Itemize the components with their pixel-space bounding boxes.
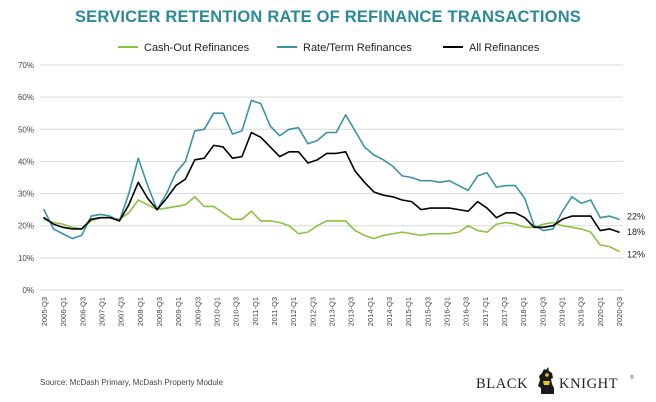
y-tick-label: 10%	[18, 254, 34, 263]
end-label-2: 18%	[627, 227, 645, 237]
series-line-0	[43, 195, 620, 253]
y-tick-label: 20%	[18, 222, 34, 231]
end-label-1: 22%	[627, 211, 645, 221]
x-tick-label: 2017-Q1	[481, 297, 490, 326]
x-tick-label: 2012-Q1	[289, 297, 298, 326]
x-axis-ticks: 2005-Q3 2006-Q1 2006-Q3 2007-Q1 2007-Q3 2008-…	[40, 297, 624, 326]
y-tick-label: 60%	[18, 93, 34, 102]
x-tick-label: 2020-Q3	[615, 297, 624, 326]
y-tick-label: 70%	[18, 61, 34, 70]
x-tick-label: 2007-Q1	[98, 297, 107, 326]
series-lines	[43, 99, 620, 253]
x-tick-label: 2012-Q3	[308, 297, 317, 326]
x-tick-label: 2018-Q3	[538, 297, 547, 326]
black-knight-logo: BLACK KNIGHT ®	[474, 367, 636, 396]
x-tick-label: 2017-Q3	[500, 297, 509, 326]
x-tick-label: 2008-Q1	[136, 297, 145, 326]
logo-word-black: BLACK	[476, 376, 529, 392]
x-tick-label: 2011-Q1	[251, 297, 260, 326]
x-tick-label: 2006-Q3	[78, 297, 87, 326]
end-label-0: 12%	[627, 249, 645, 259]
gridlines	[40, 64, 623, 291]
x-tick-label: 2008-Q3	[155, 297, 164, 326]
x-tick-label: 2019-Q3	[577, 297, 586, 326]
x-tick-label: 2013-Q3	[347, 297, 356, 326]
source-note: Source: McDash Primary, McDash Property …	[40, 378, 224, 387]
x-tick-label: 2009-Q3	[193, 297, 202, 326]
y-tick-label: 50%	[18, 125, 34, 134]
y-tick-label: 40%	[18, 157, 34, 166]
x-tick-label: 2018-Q1	[519, 297, 528, 326]
x-tick-label: 2020-Q1	[596, 297, 605, 326]
legend-label-2: All Refinances	[469, 42, 540, 54]
end-labels: 12% 22% 18%	[627, 211, 645, 259]
x-tick-label: 2016-Q3	[462, 297, 471, 326]
x-tick-label: 2016-Q1	[443, 297, 452, 326]
logo-word-knight: KNIGHT	[559, 376, 619, 392]
y-tick-label: 30%	[18, 190, 34, 199]
x-tick-label: 2007-Q3	[117, 297, 126, 326]
legend-label-0: Cash-Out Refinances	[144, 42, 250, 54]
x-tick-label: 2013-Q1	[328, 297, 337, 326]
x-tick-label: 2015-Q1	[404, 297, 413, 326]
x-tick-label: 2006-Q1	[59, 297, 68, 326]
x-tick-label: 2014-Q3	[385, 297, 394, 326]
y-axis-ticks: 0% 10% 20% 30% 40% 50% 60% 70%	[18, 61, 34, 295]
x-tick-label: 2010-Q1	[213, 297, 222, 326]
x-tick-label: 2011-Q3	[270, 297, 279, 326]
chart-title: SERVICER RETENTION RATE OF REFINANCE TRA…	[74, 8, 582, 26]
x-tick-label: 2009-Q1	[174, 297, 183, 326]
legend: Cash-Out Refinances Rate/Term Refinances A…	[118, 42, 540, 54]
logo-trademark: ®	[630, 375, 634, 381]
series-line-1	[43, 99, 620, 240]
knight-icon	[538, 367, 554, 394]
x-tick-label: 2005-Q3	[40, 297, 49, 326]
legend-label-1: Rate/Term Refinances	[303, 42, 412, 54]
x-tick-label: 2010-Q3	[232, 297, 241, 326]
series-line-2	[43, 131, 620, 233]
y-tick-label: 0%	[22, 286, 34, 295]
x-tick-label: 2015-Q3	[423, 297, 432, 326]
x-tick-label: 2019-Q1	[558, 297, 567, 326]
x-tick-label: 2014-Q1	[366, 297, 375, 326]
